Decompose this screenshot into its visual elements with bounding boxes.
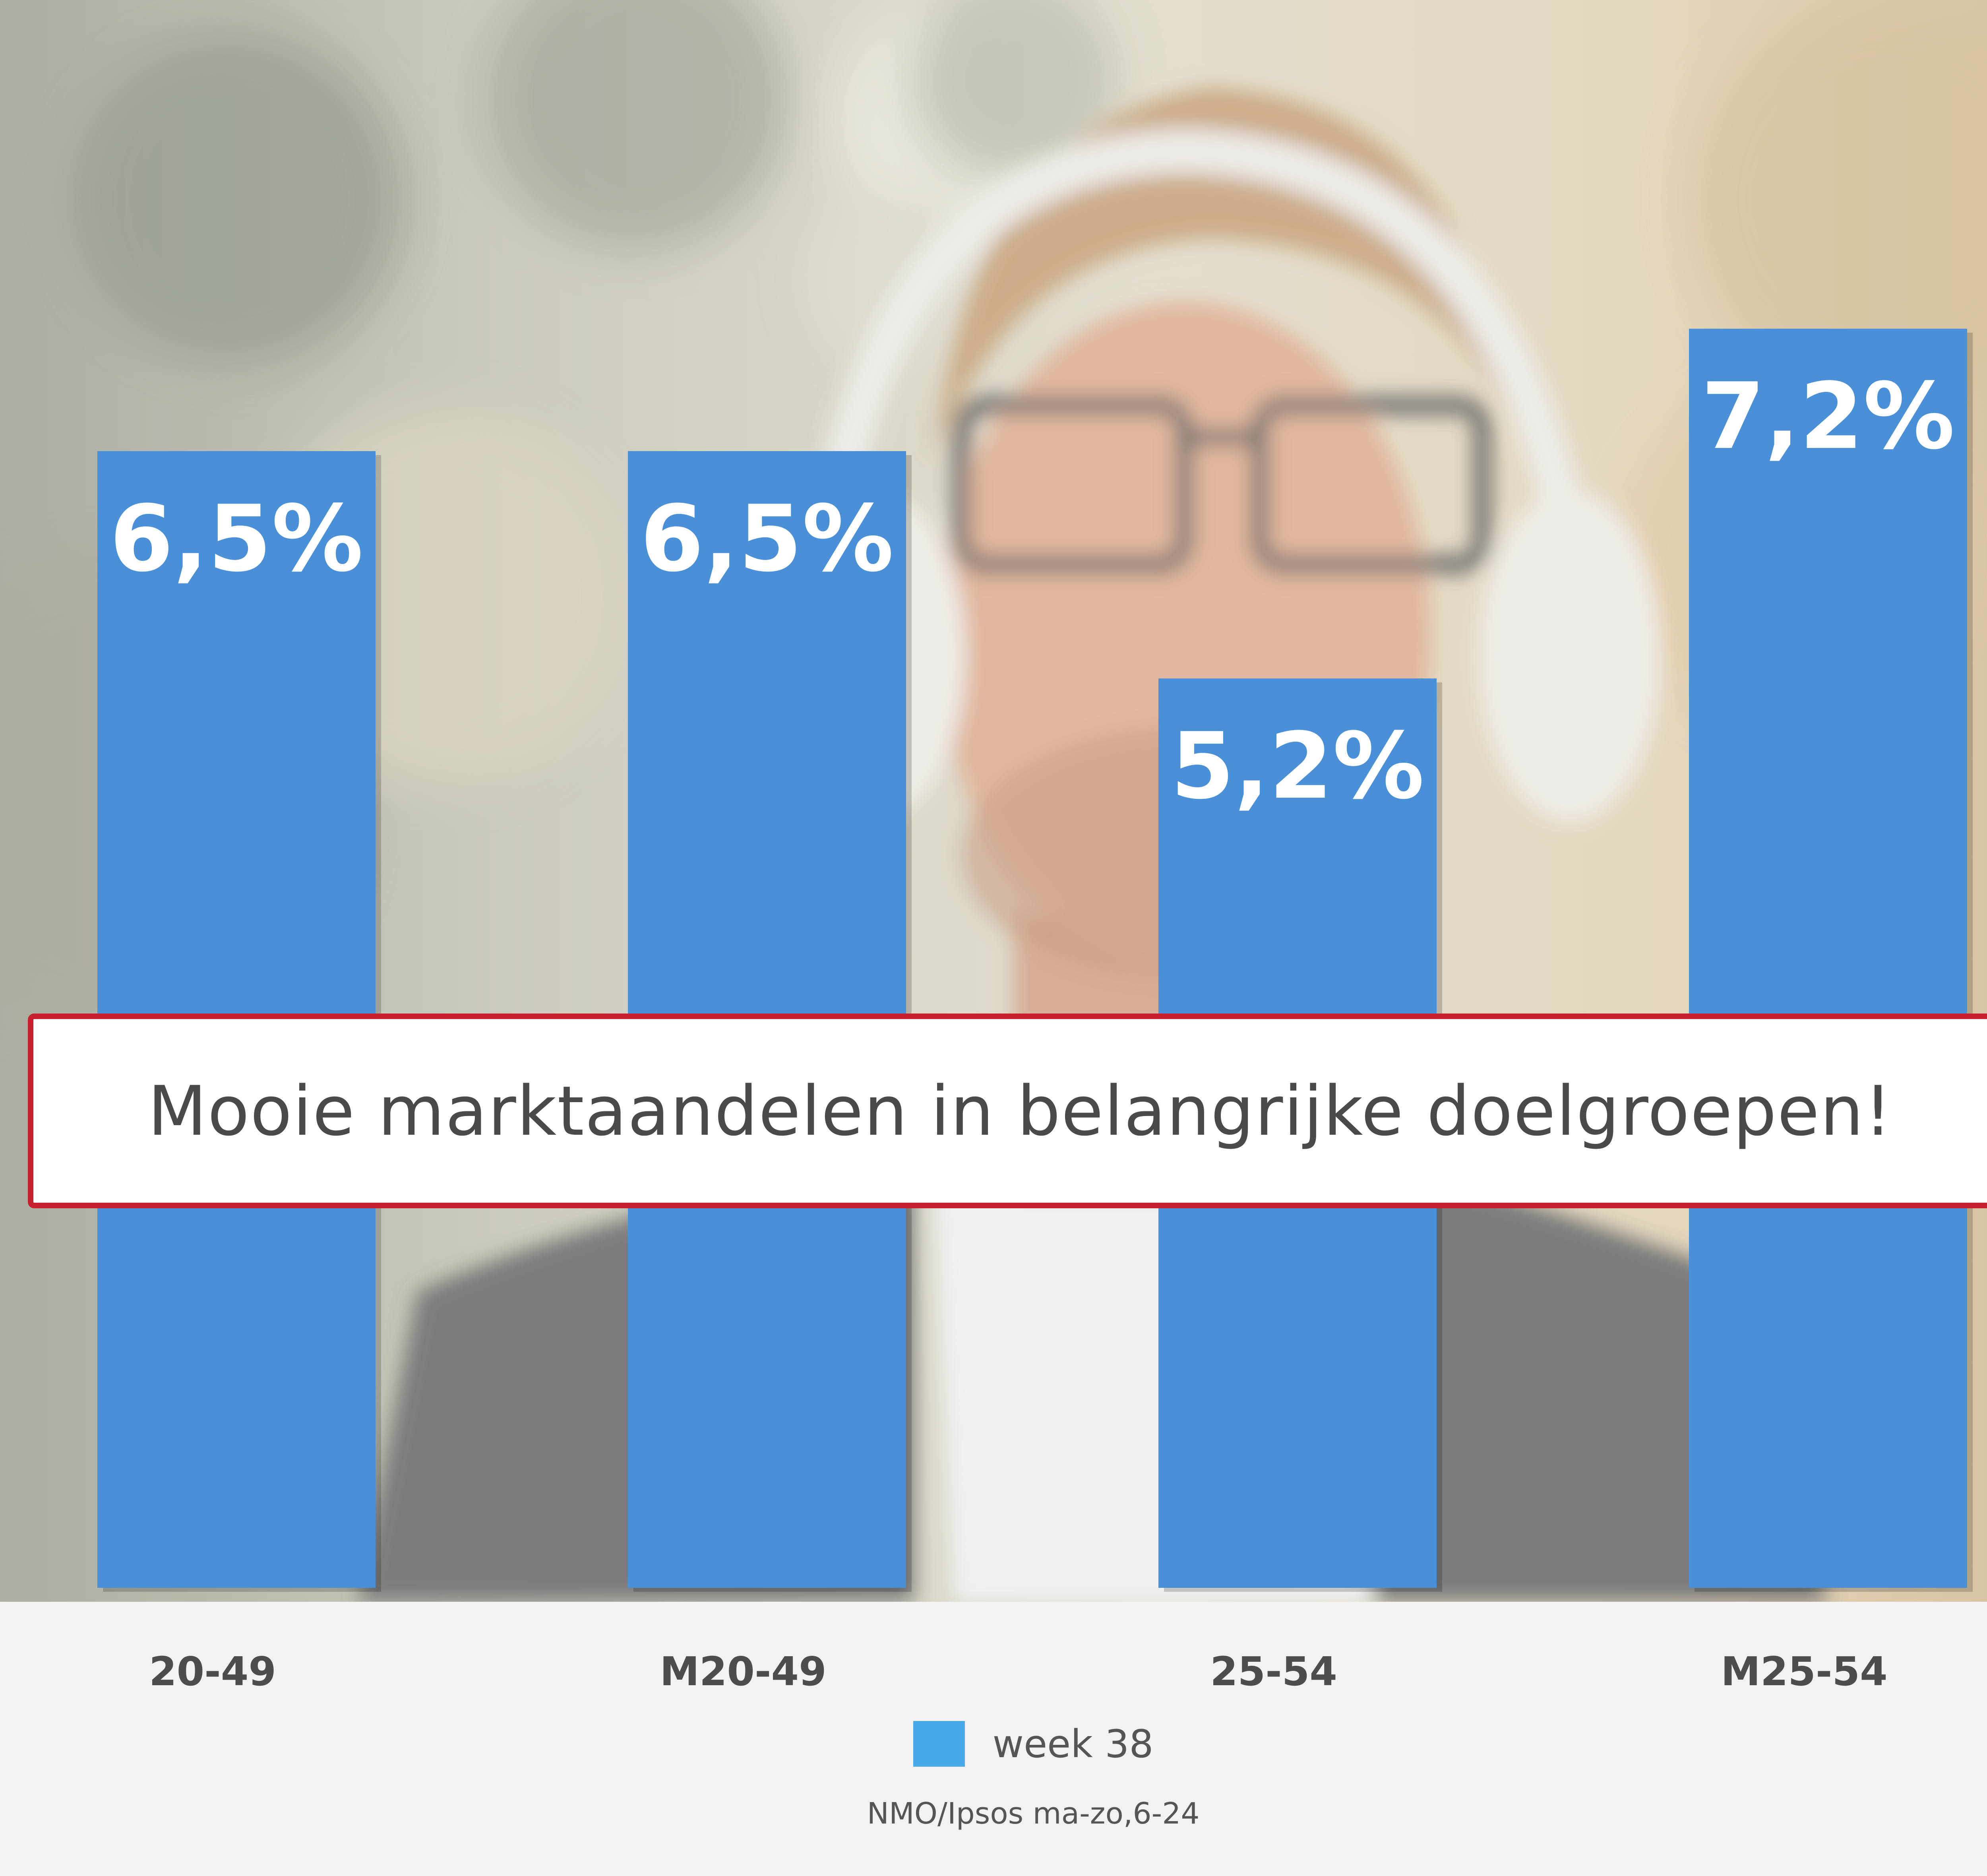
bar-value-label: 5,2% (1171, 713, 1424, 820)
x-axis-tick-labels: 20-49 M20-49 25-54 M25-54 (149, 1648, 1888, 1695)
headline-text: Mooie marktaandelen in belangrijke doelg… (147, 1071, 1893, 1151)
source-note: NMO/Ipsos ma-zo,6-24 (867, 1797, 1200, 1831)
legend-swatch (913, 1721, 965, 1767)
bar-value-label: 6,5% (110, 486, 363, 592)
bar-value-label: 7,2% (1701, 364, 1955, 470)
legend-label: week 38 (992, 1721, 1154, 1766)
x-tick-label: M20-49 (660, 1648, 826, 1695)
bar-M25-54 (1689, 329, 1967, 1588)
x-tick-label: M25-54 (1721, 1648, 1887, 1695)
bar-value-label: 6,5% (640, 486, 894, 592)
legend: week 38 (0, 1721, 1987, 1767)
x-tick-label: 25-54 (1210, 1648, 1337, 1695)
value-labels: 6,5% 6,5% 5,2% 7,2% (110, 364, 1955, 820)
x-tick-label: 20-49 (149, 1648, 276, 1695)
headline-banner: Mooie marktaandelen in belangrijke doelg… (28, 1014, 1987, 1208)
bars (97, 329, 1973, 1592)
